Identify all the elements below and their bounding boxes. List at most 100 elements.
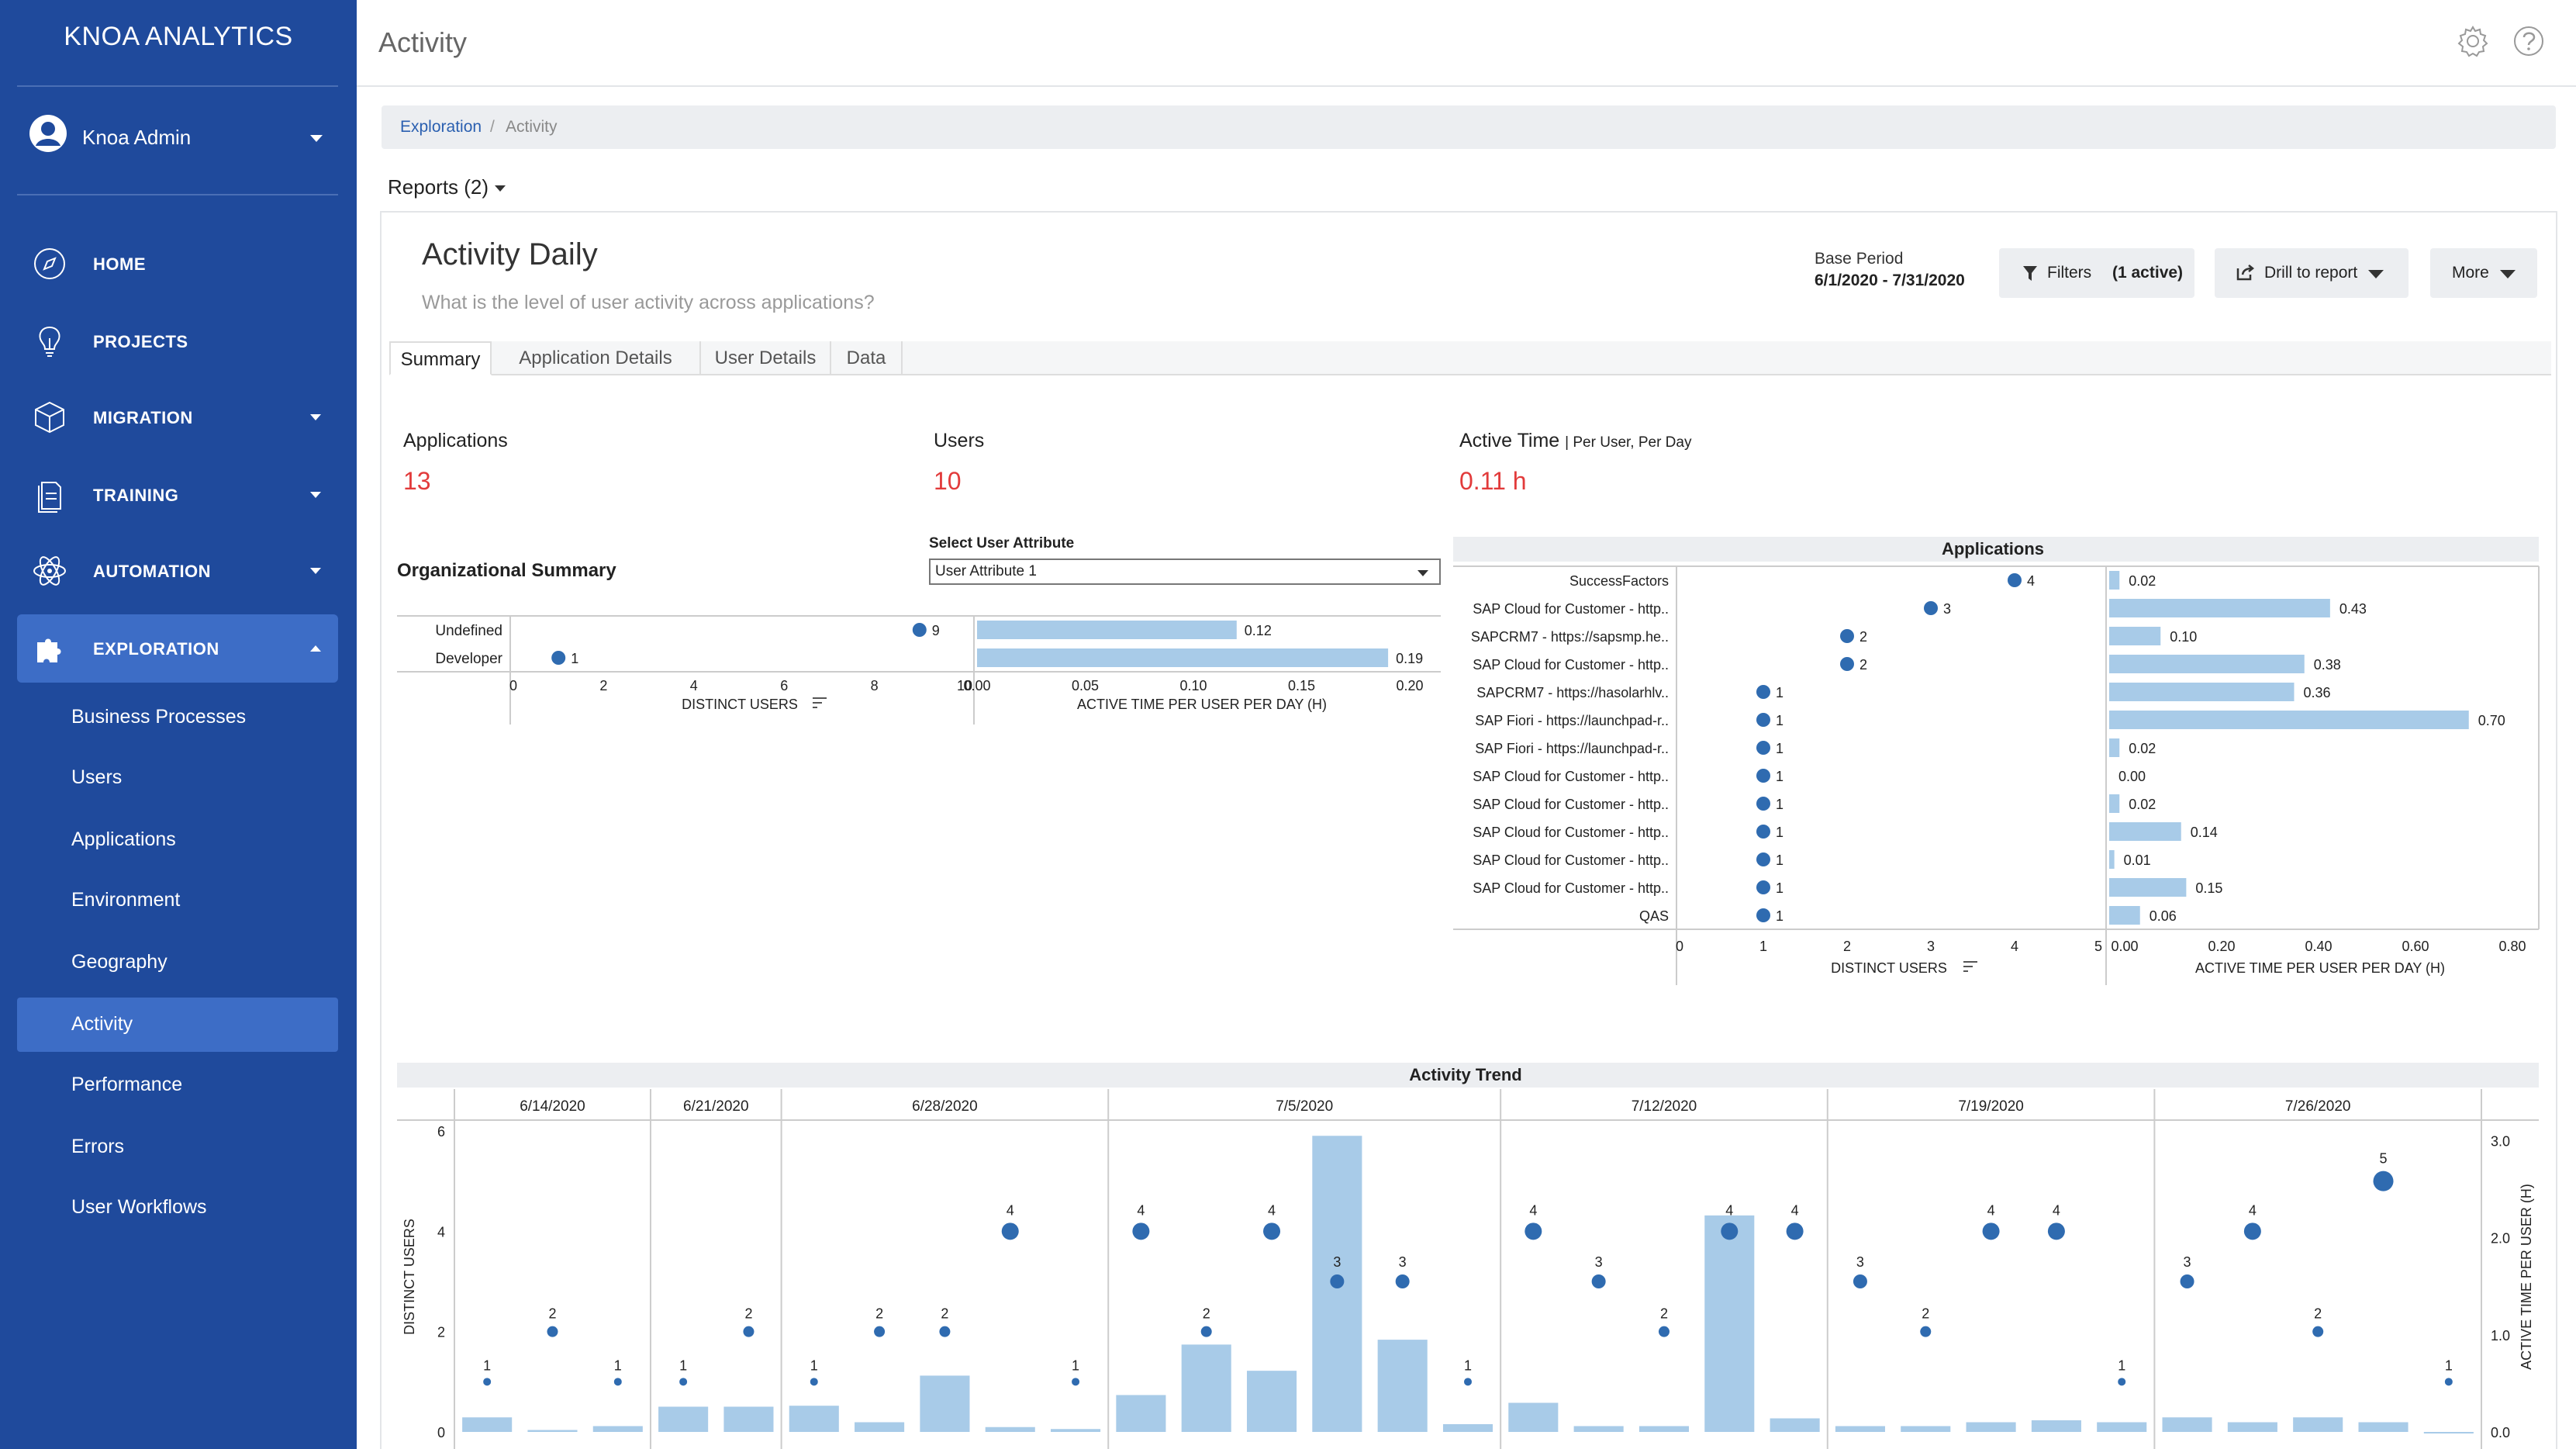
- application-time-bar: [2109, 571, 2120, 590]
- chevron-down-icon[interactable]: [310, 492, 321, 498]
- trend-users-label: 2: [2314, 1306, 2322, 1322]
- trend-users-point: [1658, 1326, 1670, 1337]
- subnav-errors[interactable]: Errors: [17, 1120, 338, 1174]
- trend-time-bar: [1835, 1426, 1885, 1432]
- nav-label: MIGRATION: [93, 408, 193, 427]
- trend-time-bar: [1966, 1422, 2016, 1432]
- subnav-applications[interactable]: Applications: [17, 813, 338, 867]
- application-time-label: 0.02: [2129, 797, 2156, 812]
- subnav-geography[interactable]: Geography: [17, 935, 338, 990]
- applications-users-tick: 2: [1843, 939, 1851, 954]
- trend-users-point: [1525, 1222, 1542, 1240]
- application-category-label: SAPCRM7 - https://sapsmp.he..: [1471, 629, 1669, 645]
- user-menu-caret-icon[interactable]: [310, 135, 323, 142]
- tab-application-details[interactable]: Application Details: [492, 341, 701, 374]
- kpi-applications-value: 13: [403, 467, 431, 495]
- reports-label: Reports (2): [388, 175, 489, 199]
- subnav-users[interactable]: Users: [17, 751, 338, 805]
- more-button[interactable]: More: [2430, 248, 2537, 298]
- user-attribute-select[interactable]: User Attribute 1: [929, 559, 1441, 585]
- application-time-label: 0.38: [2314, 657, 2341, 673]
- nav-automation[interactable]: AUTOMATION: [17, 537, 338, 605]
- application-category-label: SAPCRM7 - https://hasolarhlv..: [1476, 685, 1669, 700]
- nav-exploration[interactable]: EXPLORATION: [17, 614, 338, 683]
- trend-users-point: [939, 1326, 951, 1337]
- subnav-business-processes[interactable]: Business Processes: [17, 690, 338, 745]
- application-users-label: 1: [1776, 769, 1784, 784]
- application-category-label: SuccessFactors: [1569, 573, 1669, 589]
- trend-users-point: [743, 1326, 754, 1337]
- subnav-label: Errors: [71, 1136, 125, 1157]
- trend-chart-header: [397, 1063, 2539, 1088]
- org-time-label: 0.19: [1396, 651, 1423, 666]
- application-users-point: [1756, 880, 1770, 894]
- gear-icon[interactable]: [2457, 25, 2489, 57]
- application-users-point: [1756, 852, 1770, 866]
- help-icon[interactable]: [2512, 25, 2545, 57]
- trend-time-bar: [1181, 1344, 1231, 1432]
- chevron-down-icon[interactable]: [310, 414, 321, 420]
- trend-time-bar: [658, 1406, 709, 1432]
- org-time-tick: 0.05: [1072, 678, 1099, 693]
- application-category-label: SAP Cloud for Customer - http..: [1473, 657, 1669, 673]
- trend-users-tick: 4: [437, 1224, 445, 1240]
- trend-time-bar: [2162, 1417, 2212, 1432]
- application-users-point: [1756, 685, 1770, 699]
- application-time-bar: [2109, 627, 2161, 645]
- filters-button[interactable]: Filters (1 active): [1999, 248, 2194, 298]
- nav-training[interactable]: TRAINING: [17, 461, 338, 529]
- applications-time-tick: 0.80: [2498, 939, 2526, 954]
- trend-users-label: 3: [1333, 1254, 1341, 1270]
- application-users-point: [1756, 825, 1770, 839]
- trend-users-point: [1920, 1326, 1932, 1337]
- trend-users-tick: 0: [437, 1425, 445, 1440]
- trend-users-label: 2: [1660, 1306, 1668, 1322]
- user-menu[interactable]: Knoa Admin: [28, 113, 330, 168]
- org-time-axis-title: ACTIVE TIME PER USER PER DAY (H): [1077, 697, 1327, 712]
- trend-users-label: 3: [1595, 1254, 1603, 1270]
- drill-to-report-button[interactable]: Drill to report: [2215, 248, 2409, 298]
- page-title: Activity: [378, 26, 468, 58]
- tab-data[interactable]: Data: [831, 341, 903, 374]
- trend-week-label: 7/26/2020: [2285, 1098, 2351, 1115]
- org-users-point: [912, 623, 927, 637]
- org-users-tick: 6: [780, 678, 788, 693]
- subnav-activity[interactable]: Activity: [17, 998, 338, 1052]
- subnav-performance[interactable]: Performance: [17, 1058, 338, 1112]
- tab-summary[interactable]: Summary: [389, 341, 492, 375]
- subnav-environment[interactable]: Environment: [17, 873, 338, 928]
- breadcrumb: Exploration / Activity: [382, 105, 2556, 149]
- nav-migration[interactable]: MIGRATION: [17, 383, 338, 451]
- trend-users-label: 5: [2380, 1151, 2388, 1167]
- tab-user-details[interactable]: User Details: [701, 341, 831, 374]
- subnav-label: Geography: [71, 951, 167, 973]
- trend-users-point: [1001, 1222, 1019, 1240]
- trend-users-point: [874, 1326, 886, 1337]
- chevron-down-icon[interactable]: [310, 568, 321, 574]
- trend-time-tick: 3.0: [2491, 1134, 2510, 1150]
- application-users-point: [2008, 573, 2022, 587]
- trend-time-bar: [1901, 1426, 1951, 1432]
- trend-users-point: [1786, 1222, 1804, 1240]
- nav-projects[interactable]: PROJECTS: [17, 307, 338, 375]
- org-users-point: [551, 651, 566, 665]
- subnav-label: Business Processes: [71, 706, 247, 728]
- brand-logo: KNOA ANALYTICS: [64, 22, 293, 51]
- trend-users-point: [2312, 1326, 2324, 1337]
- user-name: Knoa Admin: [82, 126, 192, 149]
- breadcrumb-link-exploration[interactable]: Exploration: [400, 118, 482, 136]
- reports-dropdown[interactable]: Reports (2): [388, 175, 506, 199]
- applications-time-tick: 0.60: [2402, 939, 2429, 954]
- trend-users-label: 2: [941, 1306, 948, 1322]
- application-users-point: [1924, 601, 1938, 615]
- chevron-up-icon[interactable]: [310, 645, 321, 652]
- trend-time-bar: [2031, 1420, 2081, 1432]
- trend-time-bar: [2358, 1422, 2409, 1432]
- application-users-label: 1: [1776, 852, 1784, 868]
- trend-time-tick: 0.0: [2491, 1425, 2510, 1440]
- trend-users-label: 4: [1007, 1202, 1014, 1218]
- nav-home[interactable]: HOME: [17, 230, 338, 298]
- application-users-label: 1: [1776, 908, 1784, 924]
- subnav-user-workflows[interactable]: User Workflows: [17, 1181, 338, 1235]
- breadcrumb-separator: /: [490, 118, 495, 136]
